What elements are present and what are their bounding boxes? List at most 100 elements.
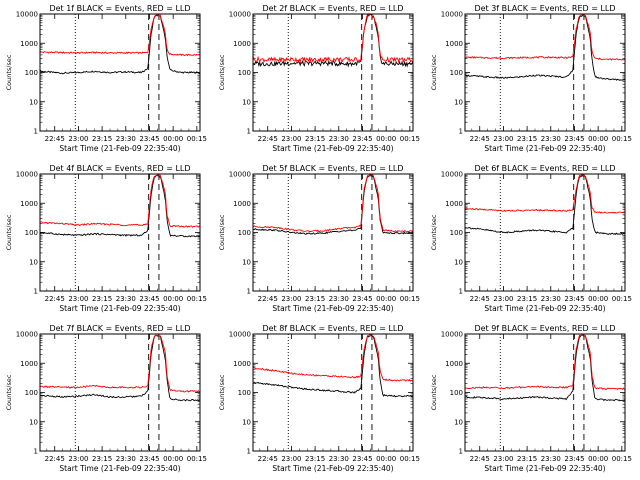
y-tick-label: 10 — [242, 418, 251, 426]
x-tick-label: 23:30 — [541, 135, 561, 143]
lld-series-line — [464, 333, 625, 391]
x-tick-label: 00:15 — [612, 295, 632, 303]
x-tick-label: 00:00 — [588, 455, 608, 463]
y-tick-label: 10 — [242, 98, 251, 106]
x-tick-label: 23:00 — [281, 135, 301, 143]
panel-title: Det 7f BLACK = Events, RED = LLD — [49, 324, 190, 333]
x-tick-label: 23:30 — [329, 135, 349, 143]
x-tick-label: 23:30 — [541, 455, 561, 463]
y-tick-label: 100 — [238, 389, 251, 397]
x-axis-label: Start Time (21-Feb-09 22:35:40) — [59, 144, 180, 153]
x-tick-label: 00:00 — [588, 135, 608, 143]
x-tick-label: 23:45 — [352, 295, 372, 303]
y-tick-label: 10 — [454, 98, 463, 106]
y-axis-label: Counts/sec — [5, 54, 13, 90]
x-tick-label: 23:30 — [329, 295, 349, 303]
x-tick-label: 23:45 — [564, 135, 584, 143]
x-tick-label: 00:15 — [612, 135, 632, 143]
x-tick-label: 22:45 — [470, 455, 490, 463]
lld-series-line — [464, 173, 626, 214]
y-tick-label: 10000 — [16, 171, 38, 179]
y-tick-label: 100 — [238, 69, 251, 77]
y-axis-label: Counts/sec — [218, 374, 226, 410]
events-series-line — [465, 334, 626, 402]
lld-series-line — [39, 14, 201, 57]
panel-det-2: Det 2f BLACK = Events, RED = LLD Counts/s… — [218, 4, 420, 153]
x-tick-label: 23:00 — [493, 295, 513, 303]
x-tick-label: 00:15 — [400, 455, 420, 463]
y-tick-label: 10000 — [441, 171, 463, 179]
y-tick-label: 10000 — [229, 331, 251, 339]
events-series-line — [252, 173, 414, 235]
y-axis-label: Counts/sec — [218, 54, 226, 90]
x-axis-label: Start Time (21-Feb-09 22:35:40) — [59, 464, 180, 473]
x-tick-label: 00:00 — [163, 455, 183, 463]
x-tick-label: 23:30 — [329, 455, 349, 463]
y-tick-label: 100 — [450, 389, 463, 397]
y-axis-label: Counts/sec — [218, 214, 226, 250]
y-tick-label: 1000 — [20, 40, 38, 48]
y-tick-label: 10 — [454, 258, 463, 266]
y-tick-label: 1000 — [20, 200, 38, 208]
y-tick-label: 1000 — [445, 360, 463, 368]
plot-frame — [464, 333, 626, 452]
x-tick-label: 00:15 — [400, 135, 420, 143]
x-axis-label: Start Time (21-Feb-09 22:35:40) — [272, 304, 393, 313]
y-tick-label: 100 — [450, 69, 463, 77]
panel-det-1: Det 1f BLACK = Events, RED = LLD Counts/s… — [5, 4, 207, 153]
y-tick-label: 1 — [34, 448, 38, 456]
x-tick-label: 23:15 — [517, 295, 537, 303]
x-tick-label: 23:15 — [305, 295, 325, 303]
y-tick-label: 10 — [454, 418, 463, 426]
y-tick-label: 1 — [34, 128, 38, 136]
panel-det-9: Det 9f BLACK = Events, RED = LLD Counts/s… — [430, 324, 632, 473]
panel-title: Det 1f BLACK = Events, RED = LLD — [49, 4, 190, 13]
x-tick-label: 00:00 — [163, 295, 183, 303]
panel-title: Det 4f BLACK = Events, RED = LLD — [49, 164, 190, 173]
events-series-line — [464, 14, 626, 81]
x-tick-label: 22:45 — [45, 295, 65, 303]
x-tick-label: 00:00 — [163, 135, 183, 143]
panel-title: Det 6f BLACK = Events, RED = LLD — [474, 164, 615, 173]
y-tick-label: 10000 — [16, 331, 38, 339]
y-tick-label: 1 — [459, 448, 463, 456]
y-axis-label: Counts/sec — [430, 374, 438, 410]
y-tick-label: 100 — [25, 389, 38, 397]
panel-det-7: Det 7f BLACK = Events, RED = LLD Counts/s… — [5, 324, 207, 473]
panel-title: Det 9f BLACK = Events, RED = LLD — [474, 324, 615, 333]
plot-frame — [39, 173, 201, 292]
x-tick-label: 23:15 — [92, 455, 112, 463]
y-tick-label: 1000 — [445, 40, 463, 48]
y-tick-label: 100 — [25, 229, 38, 237]
x-axis-label: Start Time (21-Feb-09 22:35:40) — [59, 304, 180, 313]
plot-frame — [252, 333, 414, 452]
x-tick-label: 22:45 — [258, 455, 278, 463]
lld-series-line — [252, 173, 414, 233]
y-tick-label: 1 — [247, 448, 251, 456]
x-tick-label: 00:00 — [588, 295, 608, 303]
panel-title: Det 8f BLACK = Events, RED = LLD — [262, 324, 403, 333]
x-tick-label: 00:00 — [376, 135, 396, 143]
x-tick-label: 00:00 — [376, 295, 396, 303]
x-tick-label: 23:15 — [305, 135, 325, 143]
x-axis-label: Start Time (21-Feb-09 22:35:40) — [484, 304, 605, 313]
y-tick-label: 1000 — [20, 360, 38, 368]
events-series-line — [39, 14, 201, 75]
x-tick-label: 23:45 — [139, 455, 159, 463]
events-series-line — [252, 13, 414, 68]
y-tick-label: 10000 — [441, 11, 463, 19]
y-tick-label: 100 — [450, 229, 463, 237]
x-tick-label: 23:00 — [68, 295, 88, 303]
y-tick-label: 1 — [247, 128, 251, 136]
panel-det-6: Det 6f BLACK = Events, RED = LLD Counts/s… — [430, 164, 632, 313]
y-tick-label: 1 — [459, 128, 463, 136]
x-tick-label: 23:45 — [352, 135, 372, 143]
y-tick-label: 10 — [29, 98, 38, 106]
plot-frame — [39, 13, 201, 132]
y-axis-label: Counts/sec — [430, 214, 438, 250]
plot-frame — [252, 173, 414, 292]
plot-frame — [464, 13, 626, 132]
panel-det-4: Det 4f BLACK = Events, RED = LLD Counts/s… — [5, 164, 207, 313]
x-tick-label: 22:45 — [470, 135, 490, 143]
events-series-line — [39, 334, 201, 402]
